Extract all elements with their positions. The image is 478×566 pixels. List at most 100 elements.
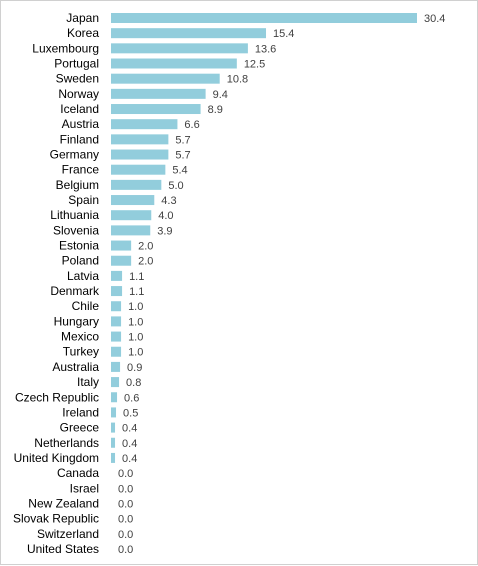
bar [111, 270, 123, 281]
category-label: Czech Republic [15, 390, 99, 404]
category-label: Iceland [60, 102, 99, 116]
value-label: 6.6 [184, 119, 199, 131]
value-label: 4.0 [158, 210, 173, 222]
bar [111, 88, 206, 99]
value-label: 12.5 [244, 59, 265, 71]
category-label: Spain [68, 193, 99, 207]
category-label: Lithuania [50, 208, 99, 222]
category-label: Hungary [54, 314, 99, 328]
category-label: France [62, 163, 100, 177]
bar [111, 149, 169, 160]
category-label: Turkey [63, 345, 99, 359]
value-label: 2.0 [138, 256, 153, 268]
value-label: 1.0 [128, 332, 143, 344]
value-label: 1.1 [129, 286, 144, 298]
bar [111, 164, 166, 175]
category-label: Luxembourg [32, 41, 99, 55]
value-label: 13.6 [255, 43, 276, 55]
bar [111, 316, 122, 327]
value-label: 4.3 [161, 195, 176, 207]
category-label: Austria [62, 117, 100, 131]
value-label: 0.4 [122, 423, 137, 435]
category-label: Greece [60, 421, 100, 435]
category-label: Ireland [62, 405, 99, 419]
category-label: Latvia [67, 269, 99, 283]
value-label: 0.0 [118, 483, 133, 495]
value-label: 3.9 [157, 225, 172, 237]
category-label: Belgium [56, 178, 99, 192]
value-label: 1.0 [128, 301, 143, 313]
bar [111, 392, 118, 403]
bar [111, 210, 152, 221]
category-label: Denmark [50, 284, 100, 298]
bar [111, 179, 162, 190]
value-label: 0.0 [118, 514, 133, 526]
value-label: 0.6 [124, 392, 139, 404]
value-label: 5.0 [168, 180, 183, 192]
value-label: 0.0 [118, 529, 133, 541]
bar [111, 104, 201, 115]
bar [111, 437, 116, 448]
bar [111, 240, 132, 251]
category-label: United States [27, 542, 99, 556]
category-label: Sweden [56, 72, 99, 86]
category-label: Australia [52, 360, 99, 374]
value-label: 1.0 [128, 316, 143, 328]
bar [111, 331, 122, 342]
bar [111, 346, 122, 357]
value-label: 8.9 [208, 104, 223, 116]
bar [111, 377, 120, 388]
value-label: 9.4 [213, 89, 228, 101]
category-label: Norway [58, 87, 99, 101]
value-label: 15.4 [273, 28, 294, 40]
bar [111, 58, 237, 69]
value-label: 0.8 [126, 377, 141, 389]
category-label: United Kingdom [14, 451, 99, 465]
category-label: Portugal [54, 57, 99, 71]
category-label: Estonia [59, 239, 99, 253]
bar [111, 28, 267, 39]
bar [111, 195, 155, 206]
category-label: Korea [67, 26, 99, 40]
value-label: 0.0 [118, 498, 133, 510]
value-label: 10.8 [227, 74, 248, 86]
category-label: Germany [50, 148, 99, 162]
category-label: Slovenia [53, 223, 99, 237]
bar [111, 225, 151, 236]
bar [111, 119, 178, 130]
value-label: 5.7 [175, 134, 190, 146]
value-label: 5.4 [172, 165, 187, 177]
value-label: 0.0 [118, 468, 133, 480]
bar [111, 134, 169, 145]
category-label: Switzerland [37, 527, 99, 541]
value-label: 0.4 [122, 438, 137, 450]
bar [111, 422, 116, 433]
category-label: Japan [66, 11, 99, 25]
category-label: Slovak Republic [13, 512, 99, 526]
value-label: 0.9 [127, 362, 142, 374]
category-label: Finland [60, 132, 99, 146]
bar [111, 255, 132, 266]
value-label: 30.4 [424, 13, 445, 25]
value-label: 1.1 [129, 271, 144, 283]
category-label: Poland [62, 254, 99, 268]
category-label: Italy [77, 375, 99, 389]
bar [111, 361, 121, 372]
category-label: Chile [72, 299, 100, 313]
value-label: 0.0 [118, 544, 133, 556]
category-label: New Zealand [28, 496, 99, 510]
bar [111, 286, 123, 297]
bar [111, 452, 116, 463]
value-label: 0.5 [123, 407, 138, 419]
bar [111, 13, 417, 23]
bar [111, 301, 122, 312]
value-label: 1.0 [128, 347, 143, 359]
bar [111, 43, 248, 54]
category-label: Canada [57, 466, 99, 480]
category-label: Netherlands [34, 436, 99, 450]
bar [111, 73, 220, 84]
bar [111, 407, 117, 418]
value-label: 2.0 [138, 241, 153, 253]
